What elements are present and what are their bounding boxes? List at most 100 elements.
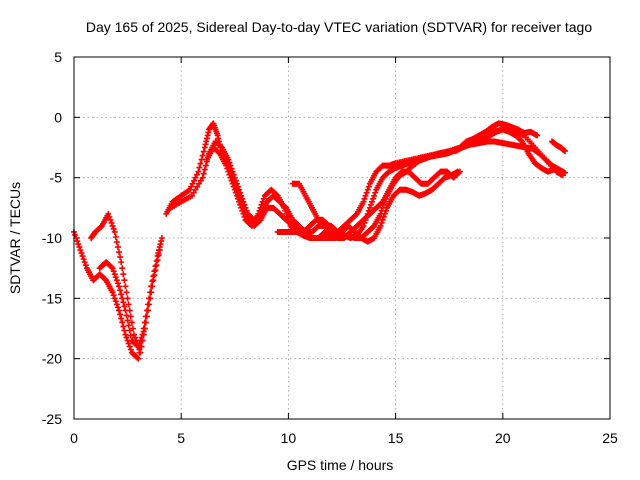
data-point [225,156,232,163]
data-point [135,343,142,350]
data-point [371,192,378,199]
data-point [139,331,146,338]
data-point [377,210,384,217]
data-point [369,198,376,205]
data-point [197,160,204,167]
data-point [111,228,118,235]
data-point [109,222,116,229]
data-point [134,354,141,361]
y-tick-label: -10 [42,230,62,246]
data-point [147,295,154,302]
data-point [284,213,291,220]
data-point [363,189,370,196]
data-point [198,156,205,163]
data-point [193,171,200,178]
data-point [111,271,118,278]
axis-ticks: 0 5 10 15 20 25 5 0 -5 -10 -15 -20 -25 [42,49,618,446]
data-point [377,222,384,229]
data-point [378,207,385,214]
x-tick-label: 20 [495,430,511,446]
data-point [142,319,149,326]
data-point [120,323,127,330]
data-point [124,295,131,302]
data-point [233,192,240,199]
data-point [256,207,263,214]
data-point [112,233,119,240]
data-point [119,265,126,272]
data-point [380,201,387,208]
chart-title: Day 165 of 2025, Sidereal Day-to-day VTE… [86,19,593,35]
data-point [150,277,157,284]
data-point [124,317,131,324]
data-point [113,239,120,246]
data-point [201,166,208,173]
data-point [380,213,387,220]
data-point [155,252,162,259]
data-point [282,207,289,214]
data-point [240,210,247,217]
data-point [561,169,568,176]
data-point [113,277,120,284]
data-point [225,168,232,175]
data-point [156,247,163,254]
data-point [239,207,246,214]
data-series [549,138,568,155]
data-point [224,165,231,172]
data-point [135,355,142,362]
data-point [120,299,127,306]
data-series [88,210,163,356]
data-point [228,177,235,184]
data-point [283,210,290,217]
data-point [154,257,161,264]
data-point [352,211,359,218]
data-point [149,278,156,285]
data-point [199,152,206,159]
x-tick-label: 15 [388,430,404,446]
data-point [256,217,263,224]
data-point [125,301,132,308]
data-point [148,289,155,296]
data-point [143,313,150,320]
data-point [196,180,203,187]
data-point [114,244,121,251]
data-point [235,195,242,202]
data-point [118,291,125,298]
x-tick-label: 10 [281,430,297,446]
data-point [196,164,203,171]
data-point [123,334,130,341]
data-point [106,213,113,220]
data-point [122,307,129,314]
data-point [192,186,199,193]
data-point [382,195,389,202]
data-point [137,337,144,344]
data-marks [71,120,568,362]
data-point [361,195,368,202]
data-series [96,259,148,350]
data-point [378,219,385,226]
data-point [232,189,239,196]
data-point [364,186,371,193]
data-point [136,340,143,347]
data-point [123,289,130,296]
x-axis-label: GPS time / hours [287,457,394,473]
data-point [121,327,128,334]
data-point [258,201,265,208]
data-point [226,171,233,178]
data-point [120,271,127,278]
data-point [202,162,209,169]
data-point [141,325,148,332]
data-point [217,143,224,150]
data-point [118,259,125,266]
y-tick-label: -5 [50,170,63,186]
x-tick-label: 5 [177,430,185,446]
data-series [289,120,541,241]
data-point [194,183,201,190]
y-tick-label: -20 [42,351,62,367]
data-point [110,225,117,232]
data-point [74,238,81,245]
data-point [200,170,207,177]
data-point [223,162,230,169]
data-point [367,201,374,208]
data-point [132,334,139,341]
data-point [129,325,136,332]
